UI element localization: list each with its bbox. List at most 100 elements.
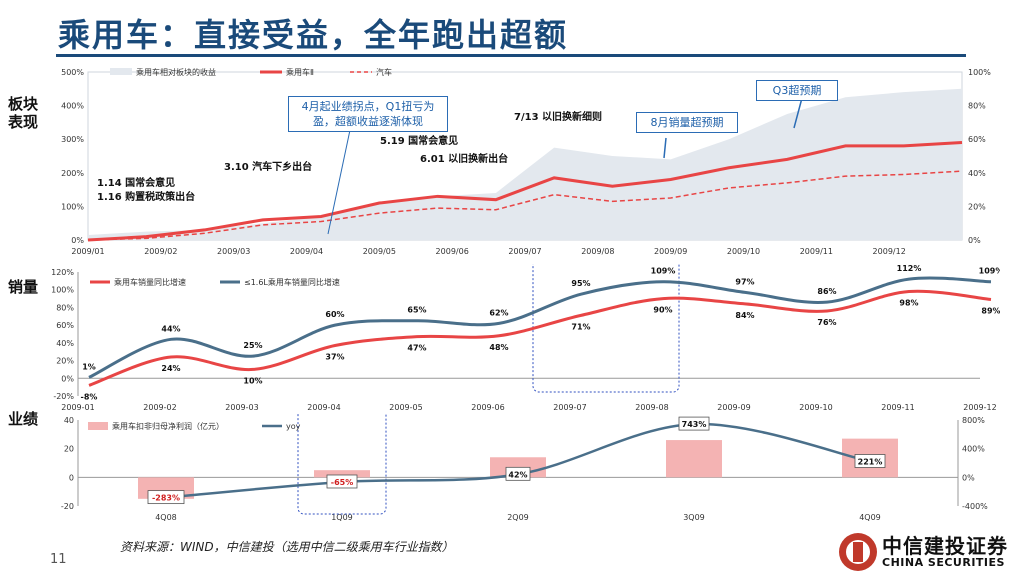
- legend-label: 乘用车相对板块的收益: [136, 67, 216, 77]
- x-tick-label: 2009/11: [800, 247, 833, 256]
- y-right-tick-label: 400%: [962, 445, 985, 454]
- data-label: 42%: [508, 470, 527, 479]
- data-label: 86%: [817, 287, 836, 296]
- callout-text: 8月销量超预期: [650, 116, 724, 129]
- y-left-tick-label: 200%: [61, 169, 84, 178]
- y-right-tick-label: 20%: [968, 202, 986, 211]
- x-tick-label: 2009-04: [307, 403, 340, 412]
- data-label: -283%: [152, 494, 180, 503]
- x-tick-label: 2009/04: [290, 247, 323, 256]
- callout-text: 4月起业绩拐点，Q1扭亏为盈，超额收益逐渐体现: [301, 100, 435, 128]
- title-underline: [56, 54, 966, 57]
- x-tick-label: 2009-12: [963, 403, 996, 412]
- callout-arrow: [663, 137, 667, 159]
- x-tick-label: 2009-01: [61, 403, 94, 412]
- data-label: 25%: [243, 341, 262, 350]
- data-label: 89%: [981, 306, 1000, 315]
- data-label: 62%: [489, 308, 508, 317]
- profit-bar: [666, 440, 722, 478]
- source-note: 资料来源：WIND，中信建投（选用中信二级乘用车行业指数）: [120, 540, 454, 554]
- data-label: 44%: [161, 324, 180, 333]
- y-right-tick-label: 80%: [968, 102, 986, 111]
- legend: 乘用车销量同比增速 ≤1.6L乘用车销量同比增速: [90, 277, 340, 287]
- data-label: 1%: [82, 362, 96, 371]
- company-logo: [839, 533, 877, 571]
- side-label-sales: 销量: [8, 278, 38, 296]
- legend-label: ≤1.6L乘用车销量同比增速: [244, 277, 340, 287]
- legend-swatch: [88, 422, 108, 430]
- x-tick-label: 2009/05: [363, 247, 396, 256]
- event-annotation: 3.10 汽车下乡出台: [224, 160, 312, 173]
- y-tick-label: -20%: [53, 392, 74, 401]
- event-annotation: 1.16 购置税政策出台: [97, 190, 195, 203]
- y-tick-label: 60%: [56, 321, 74, 330]
- x-tick-label: 4Q09: [859, 513, 881, 522]
- data-label-box: -65%: [326, 474, 358, 489]
- y-right-tick-label: 800%: [962, 416, 985, 425]
- x-tick-label: 2009/03: [217, 247, 250, 256]
- y-left-tick-label: 40: [64, 416, 74, 425]
- data-label-frame: [147, 490, 185, 505]
- y-left-tick-label: 500%: [61, 68, 84, 77]
- x-tick-label: 2009/08: [581, 247, 614, 256]
- y-left-tick-label: 300%: [61, 135, 84, 144]
- data-label: 221%: [858, 457, 883, 466]
- highlight-box: [297, 414, 387, 515]
- legend: 乘用车相对板块的收益 乘用车Ⅱ 汽车: [110, 67, 392, 77]
- data-label: 10%: [243, 376, 262, 385]
- y-left-tick-label: 0: [69, 473, 74, 482]
- event-annotation: 7/13 以旧换新细则: [514, 110, 602, 123]
- data-label: 95%: [571, 279, 590, 288]
- y-tick-label: 20%: [56, 357, 74, 366]
- x-tick-label: 2009/07: [508, 247, 541, 256]
- data-label-box: -283%: [147, 490, 185, 505]
- y-tick-label: 40%: [56, 339, 74, 348]
- x-tick-label: 1Q09: [331, 513, 353, 522]
- x-tick-label: 2009-09: [717, 403, 750, 412]
- data-label: 90%: [653, 306, 672, 315]
- x-tick-label: 2009-11: [881, 403, 914, 412]
- x-tick-label: 2009/06: [436, 247, 469, 256]
- data-label: 71%: [571, 322, 590, 331]
- data-label: 76%: [817, 318, 836, 327]
- y-right-tick-label: 100%: [968, 68, 991, 77]
- x-tick-label: 2009-06: [471, 403, 504, 412]
- x-tick-label: 2009/02: [144, 247, 177, 256]
- x-tick-label: 2009-02: [143, 403, 176, 412]
- x-tick-label: 2009/10: [727, 247, 760, 256]
- callout-arrow: [793, 97, 803, 129]
- side-label-sector-performance: 板块 表现: [8, 95, 38, 131]
- earnings-chart: -20 0 20 40 -400% 0% 400% 800% 4Q08 1Q09 2Q09 3Q09 4…: [61, 414, 988, 522]
- data-label: 47%: [407, 344, 426, 353]
- data-label: 60%: [325, 310, 344, 319]
- data-label: 48%: [489, 343, 508, 352]
- y-right-tick-label: 60%: [968, 135, 986, 144]
- y-left-tick-label: 100%: [61, 202, 84, 211]
- data-label: 109%: [979, 267, 1000, 276]
- callout-q3: Q3超预期: [756, 80, 838, 101]
- y-left-tick-label: -20: [61, 502, 74, 511]
- legend-label: 汽车: [376, 67, 392, 77]
- data-label: 109%: [651, 267, 676, 276]
- data-label-box: 221%: [854, 454, 886, 468]
- x-tick-label: 2009/01: [71, 247, 104, 256]
- page-number: 11: [50, 552, 67, 567]
- x-tick-label: 4Q08: [155, 513, 177, 522]
- y-right-tick-label: 40%: [968, 169, 986, 178]
- y-right-tick-label: -400%: [962, 502, 988, 511]
- data-label: 24%: [161, 364, 180, 373]
- legend-label: yoy: [286, 422, 301, 431]
- data-label-frame: [678, 416, 710, 431]
- data-label-box: 42%: [505, 466, 531, 481]
- callout-arrow: [327, 129, 351, 235]
- logo-text-en: CHINA SECURITIES: [882, 556, 1005, 569]
- y-tick-label: 120%: [51, 268, 74, 277]
- data-label-frame: [505, 466, 531, 481]
- data-label: -8%: [81, 392, 98, 401]
- data-label: 37%: [325, 353, 344, 362]
- event-annotation: 1.14 国常会意见: [97, 176, 175, 189]
- series-line-auto: [87, 170, 963, 241]
- x-tick-label: 2009-07: [553, 403, 586, 412]
- x-tick-label: 2009-05: [389, 403, 422, 412]
- x-tick-label: 2009/12: [873, 247, 906, 256]
